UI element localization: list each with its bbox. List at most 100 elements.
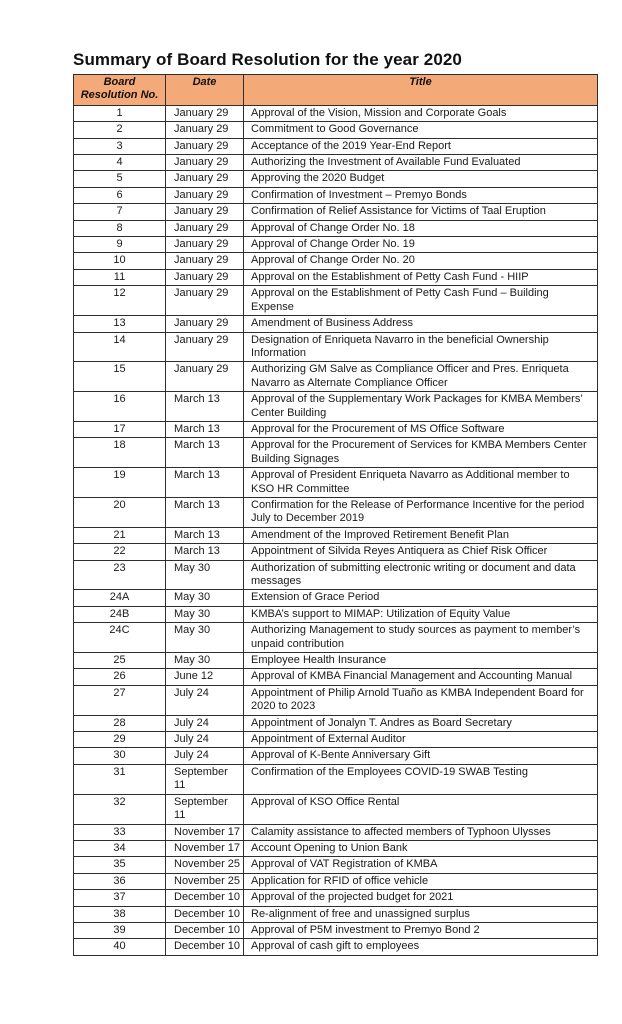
title-cell: Approval on the Establishment of Petty C… [243, 268, 598, 287]
date-cell: March 13 [165, 543, 244, 561]
resolution-no-cell: 34 [73, 839, 166, 858]
date-cell: March 13 [165, 391, 244, 422]
title-cell: Approval of Change Order No. 18 [243, 219, 598, 238]
table-row: 27 July 24 Appointment of Philip Arnold … [73, 684, 598, 716]
date-cell: July 24 [165, 747, 244, 765]
table-row: 9 January 29 Approval of Change Order No… [73, 236, 598, 254]
resolution-no-cell: 5 [73, 170, 166, 188]
column-header-title: Title [243, 74, 598, 106]
resolution-no-cell: 15 [73, 361, 166, 393]
resolution-no-cell: 11 [73, 268, 166, 287]
date-cell: November 25 [165, 856, 244, 874]
resolution-no-cell: 27 [73, 684, 166, 716]
title-cell: Approval of K-Bente Anniversary Gift [243, 747, 598, 765]
table-row: 24C May 30 Authorizing Management to stu… [73, 622, 598, 654]
title-cell: Approving the 2020 Budget [243, 170, 598, 188]
resolution-no-cell: 8 [73, 219, 166, 238]
title-cell: Confirmation of the Employees COVID-19 S… [243, 763, 598, 795]
date-cell: January 29 [165, 236, 244, 254]
table-row: 7 January 29 Confirmation of Relief Assi… [73, 203, 598, 221]
table-row: 32 September 11 Approval of KSO Office R… [73, 793, 598, 825]
resolution-no-cell: 35 [73, 856, 166, 874]
column-header-resolution-no: Board Resolution No. [73, 74, 166, 106]
title-cell: Approval of KMBA Financial Management an… [243, 668, 598, 686]
resolution-no-cell: 12 [73, 285, 166, 317]
title-cell: Authorization of submitting electronic w… [243, 559, 598, 591]
date-cell: January 29 [165, 137, 244, 156]
date-cell: May 30 [165, 622, 244, 654]
resolution-no-cell: 31 [73, 763, 166, 795]
resolution-no-cell: 4 [73, 154, 166, 172]
resolution-no-cell: 30 [73, 747, 166, 765]
resolution-no-cell: 23 [73, 559, 166, 591]
resolution-no-cell: 29 [73, 731, 166, 749]
table-row: 30 July 24 Approval of K-Bente Anniversa… [73, 747, 598, 765]
date-cell: November 17 [165, 839, 244, 858]
table-row: 5 January 29 Approving the 2020 Budget [73, 170, 598, 188]
resolution-no-cell: 37 [73, 889, 166, 907]
table-row: 37 December 10 Approval of the projected… [73, 889, 598, 907]
resolution-no-cell: 18 [73, 437, 166, 469]
table-row: 2 January 29 Commitment to Good Governan… [73, 121, 598, 139]
title-cell: Re-alignment of free and unassigned surp… [243, 905, 598, 923]
date-cell: March 13 [165, 437, 244, 469]
table-header-row: Board Resolution No. Date Title [73, 74, 598, 106]
date-cell: December 10 [165, 889, 244, 907]
table-row: 34 November 17 Account Opening to Union … [73, 839, 598, 858]
title-cell: Amendment of Business Address [243, 315, 598, 333]
title-cell: Approval of the Supplementary Work Packa… [243, 391, 598, 422]
table-row: 18 March 13 Approval for the Procurement… [73, 437, 598, 469]
resolution-no-cell: 39 [73, 921, 166, 940]
table-row: 6 January 29 Confirmation of Investment … [73, 186, 598, 205]
title-cell: Approval of Change Order No. 20 [243, 252, 598, 270]
title-cell: Appointment of Jonalyn T. Andres as Boar… [243, 714, 598, 733]
table-row: 39 December 10 Approval of P5M investmen… [73, 921, 598, 940]
date-cell: January 29 [165, 331, 244, 363]
resolution-no-cell: 21 [73, 526, 166, 545]
table-row: 21 March 13 Amendment of the Improved Re… [73, 526, 598, 545]
table-header: Board Resolution No. Date Title [73, 74, 598, 106]
table-row: 22 March 13 Appointment of Silvida Reyes… [73, 543, 598, 561]
date-cell: March 13 [165, 467, 244, 498]
resolution-no-cell: 17 [73, 420, 166, 439]
title-cell: Calamity assistance to affected members … [243, 823, 598, 841]
date-cell: January 29 [165, 268, 244, 287]
title-cell: Approval of VAT Registration of KMBA [243, 856, 598, 874]
title-cell: Acceptance of the 2019 Year-End Report [243, 137, 598, 156]
title-cell: Commitment to Good Governance [243, 121, 598, 139]
title-cell: KMBA’s support to MIMAP: Utilization of … [243, 605, 598, 624]
table-row: 19 March 13 Approval of President Enriqu… [73, 467, 598, 498]
title-cell: Approval of the Vision, Mission and Corp… [243, 104, 598, 123]
resolution-no-cell: 24B [73, 605, 166, 624]
title-cell: Approval for the Procurement of Services… [243, 437, 598, 469]
date-cell: September 11 [165, 793, 244, 825]
title-cell: Confirmation of Investment – Premyo Bond… [243, 186, 598, 205]
resolution-no-cell: 25 [73, 652, 166, 670]
title-cell: Appointment of External Auditor [243, 731, 598, 749]
title-cell: Confirmation for the Release of Performa… [243, 496, 598, 528]
resolution-no-cell: 6 [73, 186, 166, 205]
resolution-no-cell: 26 [73, 668, 166, 686]
date-cell: July 24 [165, 684, 244, 716]
title-cell: Application for RFID of office vehicle [243, 872, 598, 891]
date-cell: January 29 [165, 285, 244, 317]
date-cell: January 29 [165, 170, 244, 188]
date-cell: December 10 [165, 938, 244, 956]
resolution-no-cell: 28 [73, 714, 166, 733]
table-row: 15 January 29 Authorizing GM Salve as Co… [73, 361, 598, 393]
resolution-no-cell: 36 [73, 872, 166, 891]
table-row: 23 May 30 Authorization of submitting el… [73, 559, 598, 591]
title-cell: Approval of KSO Office Rental [243, 793, 598, 825]
table-row: 36 November 25 Application for RFID of o… [73, 872, 598, 891]
resolution-no-cell: 20 [73, 496, 166, 528]
resolution-no-cell: 19 [73, 467, 166, 498]
title-cell: Appointment of Silvida Reyes Antiquera a… [243, 543, 598, 561]
table-row: 25 May 30 Employee Health Insurance [73, 652, 598, 670]
title-cell: Employee Health Insurance [243, 652, 598, 670]
title-cell: Extension of Grace Period [243, 589, 598, 607]
date-cell: November 17 [165, 823, 244, 841]
resolution-no-cell: 9 [73, 236, 166, 254]
date-cell: March 13 [165, 526, 244, 545]
date-cell: July 24 [165, 714, 244, 733]
